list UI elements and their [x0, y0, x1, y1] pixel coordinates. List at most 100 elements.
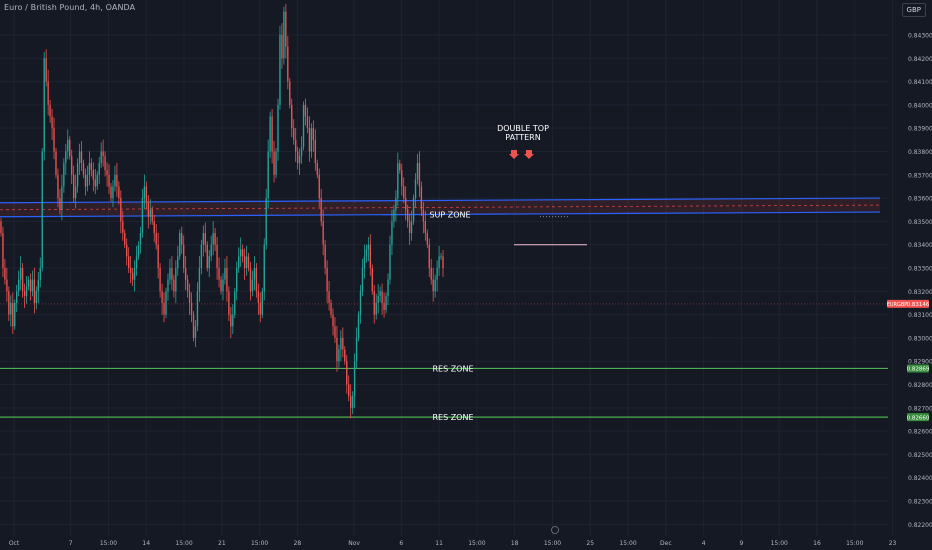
- res-zone-label-1: RES ZONE: [432, 364, 473, 373]
- candle-body: [226, 268, 228, 292]
- candle-body: [281, 34, 283, 59]
- candle-body: [143, 186, 146, 199]
- candle-body: [273, 151, 275, 175]
- candle-body: [192, 314, 195, 338]
- candle-body: [249, 268, 252, 292]
- candle-body: [69, 139, 71, 157]
- candle-body: [59, 198, 61, 210]
- candle-body: [422, 209, 425, 222]
- x-tick-label: 14: [142, 540, 150, 547]
- current-price-label: 0.83146: [907, 302, 930, 308]
- candle-body: [377, 295, 379, 303]
- candle-body: [133, 268, 136, 280]
- candle-body: [375, 302, 377, 315]
- candle-body: [361, 268, 364, 292]
- candle-body: [367, 244, 370, 250]
- candle-body: [17, 279, 20, 292]
- candle-body: [300, 146, 303, 157]
- candle-body: [104, 156, 106, 171]
- candle-body: [127, 256, 130, 268]
- candle-body: [74, 186, 77, 199]
- res-level-label: 0.82869: [907, 367, 930, 373]
- y-tick-label: 0.83900: [908, 126, 932, 133]
- candle-body: [49, 104, 51, 117]
- candle-body: [408, 221, 411, 234]
- x-tick-label: 7: [69, 540, 73, 547]
- candle-body: [76, 163, 79, 187]
- symbol-badge: [887, 299, 907, 308]
- candle-body: [218, 268, 220, 280]
- y-tick-label: 0.82400: [908, 475, 932, 482]
- y-tick-label: 0.83300: [908, 266, 932, 273]
- candle-body: [403, 186, 405, 199]
- candle-body: [381, 291, 383, 303]
- candle-body: [0, 221, 2, 234]
- candle-body: [344, 349, 346, 362]
- candle-body: [145, 186, 148, 203]
- candle-body: [163, 302, 165, 315]
- candle-body: [320, 198, 322, 222]
- candle-body: [397, 163, 399, 199]
- y-tick-label: 0.82700: [908, 405, 932, 412]
- candle-body: [53, 128, 55, 152]
- candle-body: [122, 221, 124, 234]
- candle-body: [153, 221, 155, 234]
- x-tick-label: 15:00: [100, 540, 117, 547]
- pattern-label-line1: DOUBLE TOP: [497, 124, 549, 133]
- candle-body: [112, 186, 114, 199]
- candle-body: [349, 396, 352, 408]
- currency-selector[interactable]: GBP: [901, 3, 926, 17]
- candle-body: [255, 268, 258, 292]
- candle-body: [165, 291, 167, 315]
- candle-body: [181, 233, 183, 245]
- candle-body: [434, 279, 436, 292]
- candle-body: [141, 198, 144, 234]
- candle-body: [55, 151, 57, 175]
- symbol-title[interactable]: Euro / British Pound, 4h, OANDA: [4, 3, 136, 12]
- candle-body: [27, 279, 30, 287]
- candle-body: [167, 279, 169, 292]
- candle-body: [35, 291, 38, 303]
- candle-body: [120, 198, 122, 222]
- candle-body: [291, 104, 293, 129]
- res-level-badge: [907, 364, 929, 373]
- y-tick-label: 0.82800: [908, 382, 932, 389]
- candle-body: [269, 116, 271, 152]
- candle-body: [88, 163, 91, 175]
- y-tick-label: 0.83100: [908, 312, 932, 319]
- current-price-badge: [907, 299, 929, 308]
- candle-body: [147, 202, 150, 217]
- candle-body: [357, 314, 360, 338]
- x-tick-label: 28: [294, 540, 302, 547]
- y-tick-label: 0.82200: [908, 522, 932, 529]
- res-level-badge: [907, 413, 929, 422]
- candle-body: [234, 291, 236, 315]
- y-tick-label: 0.83200: [908, 289, 932, 296]
- candle-body: [214, 233, 216, 245]
- candle-body: [383, 302, 385, 310]
- candle-body: [16, 291, 18, 303]
- candle-body: [151, 209, 153, 222]
- x-tick-label: 18: [511, 540, 519, 547]
- candle-body: [330, 302, 332, 315]
- candle-body: [222, 279, 224, 292]
- candle-body: [2, 233, 4, 268]
- y-tick-label: 0.84000: [908, 102, 932, 109]
- candle-body: [296, 151, 299, 164]
- candle-body: [406, 209, 409, 222]
- candle-body: [57, 174, 59, 199]
- y-tick-label: 0.83600: [908, 196, 932, 203]
- candle-body: [312, 128, 315, 140]
- candle-body: [336, 337, 338, 362]
- candle-body: [271, 116, 273, 152]
- x-tick-label: 15:00: [544, 540, 561, 547]
- candle-body: [200, 244, 203, 268]
- candle-body: [21, 268, 24, 292]
- x-tick-label: 15:00: [619, 540, 636, 547]
- x-tick-label: 11: [435, 540, 443, 547]
- down-arrow-icon: [524, 150, 534, 159]
- candle-body: [149, 209, 151, 217]
- candle-body: [241, 249, 244, 257]
- candle-body: [212, 233, 214, 245]
